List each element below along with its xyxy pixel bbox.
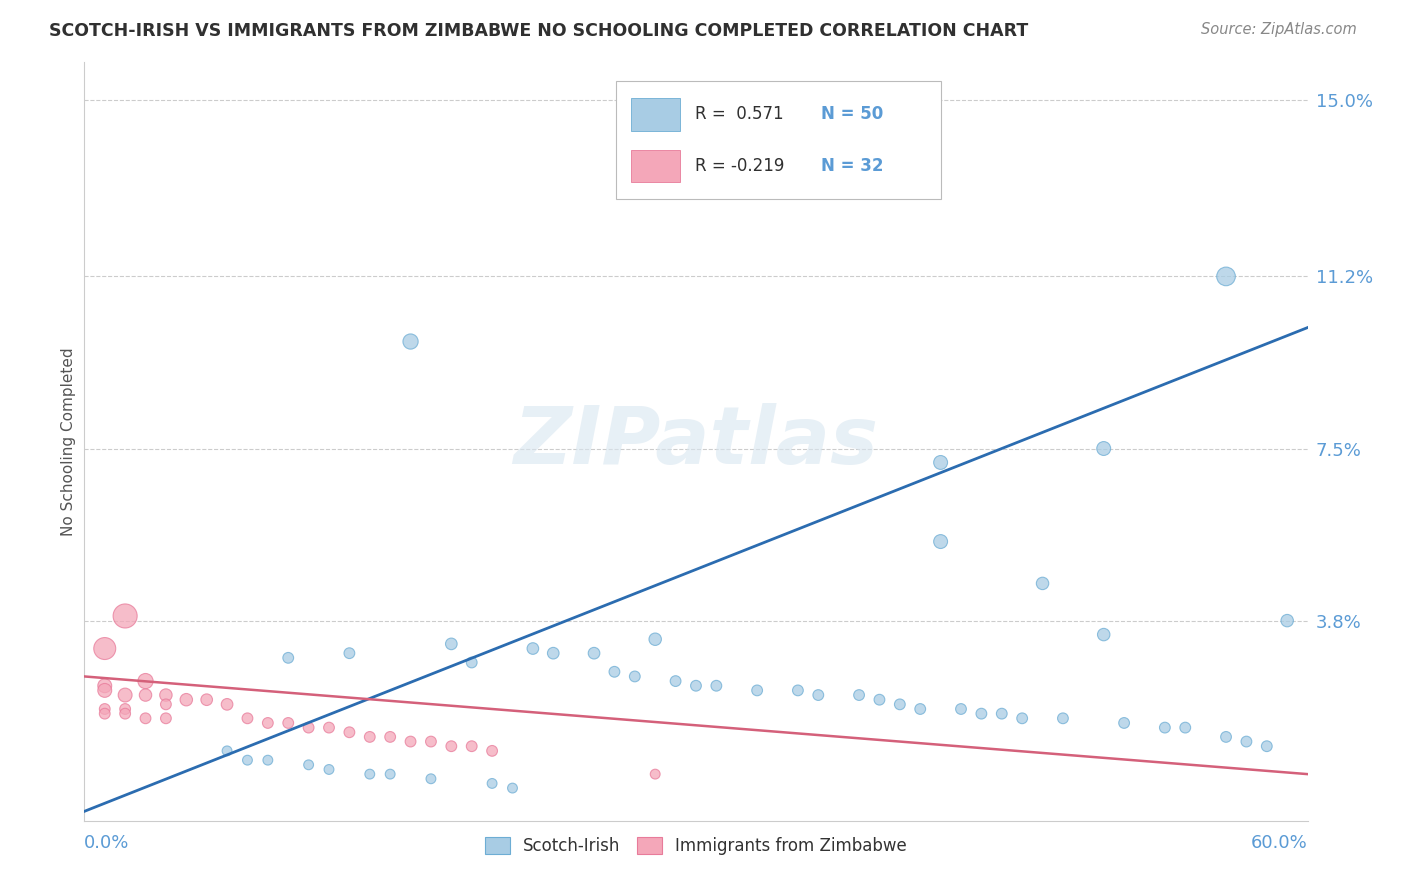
Point <box>257 753 280 767</box>
Point <box>522 641 544 656</box>
Point <box>93 706 115 721</box>
Point <box>277 650 299 665</box>
Point <box>991 706 1014 721</box>
Point <box>380 767 402 781</box>
Point <box>910 702 932 716</box>
Point <box>543 646 565 660</box>
Point <box>869 692 891 706</box>
Point <box>217 744 239 758</box>
Point <box>787 683 810 698</box>
Point <box>807 688 830 702</box>
Point <box>685 679 707 693</box>
Point <box>339 725 361 739</box>
Point <box>135 674 157 689</box>
Point <box>155 698 177 712</box>
Point <box>236 711 259 725</box>
Text: R = -0.219: R = -0.219 <box>695 157 785 175</box>
Point <box>155 688 177 702</box>
Y-axis label: No Schooling Completed: No Schooling Completed <box>60 347 76 536</box>
Point <box>318 763 340 777</box>
Point <box>420 772 443 786</box>
Legend: Scotch-Irish, Immigrants from Zimbabwe: Scotch-Irish, Immigrants from Zimbabwe <box>478 830 914 862</box>
Point <box>114 702 136 716</box>
Point <box>1032 576 1054 591</box>
Point <box>747 683 769 698</box>
Point <box>950 702 973 716</box>
Point <box>399 334 422 349</box>
Point <box>217 698 239 712</box>
Point <box>93 679 115 693</box>
Point <box>1236 734 1258 748</box>
Point <box>135 711 157 725</box>
Point <box>624 669 647 683</box>
Point <box>1114 715 1136 730</box>
Point <box>440 739 463 754</box>
Point <box>725 129 748 144</box>
Point <box>1215 269 1237 284</box>
Point <box>135 688 157 702</box>
Point <box>1215 730 1237 744</box>
Point <box>644 767 666 781</box>
Point <box>970 706 993 721</box>
Point <box>93 641 115 656</box>
Point <box>1154 721 1177 735</box>
Point <box>114 609 136 624</box>
Point <box>1256 739 1278 754</box>
Point <box>298 721 321 735</box>
Point <box>298 757 321 772</box>
Point <box>929 534 952 549</box>
Point <box>461 739 484 754</box>
Point <box>603 665 626 679</box>
Point <box>461 656 484 670</box>
Point <box>380 730 402 744</box>
Point <box>502 780 524 795</box>
Point <box>889 698 911 712</box>
Point <box>114 688 136 702</box>
Point <box>583 646 606 660</box>
Point <box>318 721 340 735</box>
Text: N = 50: N = 50 <box>821 105 883 123</box>
Point <box>195 692 218 706</box>
Text: R =  0.571: R = 0.571 <box>695 105 783 123</box>
Text: Source: ZipAtlas.com: Source: ZipAtlas.com <box>1201 22 1357 37</box>
Point <box>481 744 503 758</box>
Point <box>644 632 666 647</box>
Bar <box>631 98 681 131</box>
Point <box>1011 711 1033 725</box>
Point <box>236 753 259 767</box>
Point <box>706 679 728 693</box>
Text: 0.0%: 0.0% <box>84 834 129 852</box>
Point <box>277 715 299 730</box>
Text: ZIPatlas: ZIPatlas <box>513 402 879 481</box>
Point <box>174 692 197 706</box>
Point <box>929 455 952 469</box>
FancyBboxPatch shape <box>616 81 941 199</box>
Point <box>1092 627 1115 641</box>
Point <box>93 702 115 716</box>
Point <box>93 683 115 698</box>
Point <box>359 730 381 744</box>
Point <box>257 715 280 730</box>
Point <box>155 711 177 725</box>
Bar <box>631 150 681 183</box>
Point <box>399 734 422 748</box>
Point <box>420 734 443 748</box>
Text: N = 32: N = 32 <box>821 157 883 175</box>
Point <box>1174 721 1197 735</box>
Point <box>114 706 136 721</box>
Point <box>848 688 870 702</box>
Point <box>339 646 361 660</box>
Point <box>665 674 688 689</box>
Point <box>359 767 381 781</box>
Point <box>1277 614 1299 628</box>
Point <box>1052 711 1074 725</box>
Text: 60.0%: 60.0% <box>1251 834 1308 852</box>
Point <box>481 776 503 790</box>
Point <box>1092 442 1115 456</box>
Text: SCOTCH-IRISH VS IMMIGRANTS FROM ZIMBABWE NO SCHOOLING COMPLETED CORRELATION CHAR: SCOTCH-IRISH VS IMMIGRANTS FROM ZIMBABWE… <box>49 22 1028 40</box>
Point <box>440 637 463 651</box>
